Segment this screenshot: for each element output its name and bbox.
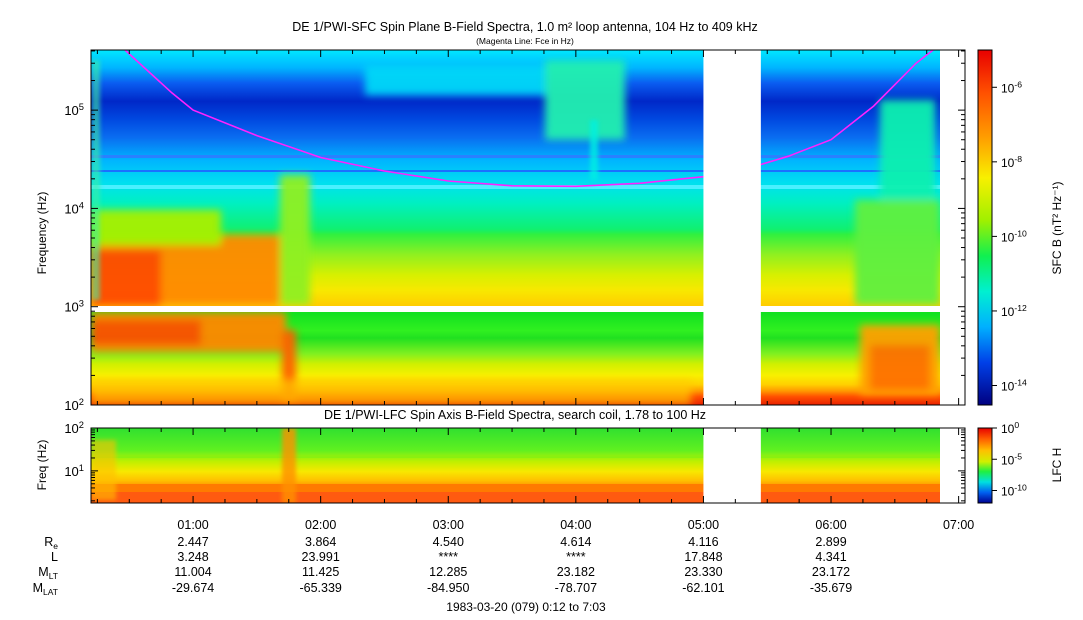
emission-patch [91,210,221,245]
emission-patch [91,380,691,405]
ephemeris-value: 4.614 [560,535,591,549]
ephemeris-value: 3.248 [177,550,208,564]
y-tick-label: 102 [64,420,84,436]
ephemeris-value: 4.540 [433,535,464,549]
lfc-frame [90,427,966,504]
y-tick-label: 104 [64,200,84,216]
x-tick-label: 06:00 [815,518,846,532]
ephemeris-value: **** [439,550,459,564]
sfc-band-line [91,155,940,158]
emission-patch [91,250,161,306]
x-tick-label: 01:00 [177,518,208,532]
colorbar-tick-label: 10-8 [1001,154,1022,170]
y-tick-label: 101 [64,463,84,479]
emission-patch [590,120,598,180]
emission-patch [855,200,940,305]
data-gap [703,50,761,405]
lfc-colorbar: 100 10-5 10-10 LFC H [977,420,1064,504]
emission-patch [870,345,930,390]
x-tick-label: 04:00 [560,518,591,532]
ephemeris-value: 23.991 [302,550,340,564]
ephemeris-value: -35.679 [810,581,852,595]
data-gap [703,428,761,503]
ephemeris-value: -84.950 [427,581,469,595]
ephemeris-value: 23.182 [557,565,595,579]
sfc-y-axis: 102 103 104 105 [64,50,965,413]
ephemeris-value: -29.674 [172,581,214,595]
ephemeris-value: 17.848 [684,550,722,564]
ephemeris-value: -65.339 [299,581,341,595]
x-tick-label: 02:00 [305,518,336,532]
date-range-footer: 1983-03-20 (079) 0:12 to 7:03 [446,600,606,614]
ephemeris-value: -78.707 [555,581,597,595]
lfc-band [91,492,940,503]
sfc-colorbar: 10-6 10-8 10-10 10-12 10-14 SFC B (nT² Hz⁻¹) [977,49,1064,406]
emission-patch [91,320,201,345]
x-tick-label: 07:00 [943,518,974,532]
emission-patch [545,60,625,140]
ephemeris-value: 23.172 [812,565,850,579]
x-tick-label: 05:00 [688,518,719,532]
lfc-title: DE 1/PWI-LFC Spin Axis B-Field Spectra, … [324,408,706,422]
emission-patch [280,175,310,305]
chart-subtitle: (Magenta Line: Fce in Hz) [476,36,574,46]
colorbar-tick-label: 100 [1001,420,1019,436]
ephemeris-value: 2.447 [177,535,208,549]
ephemeris-value: 11.425 [302,565,339,579]
ephemeris-value: 4.116 [688,535,718,549]
y-tick-label: 105 [64,102,84,118]
ephemeris-value: 2.899 [815,535,846,549]
ephemeris-value: 3.864 [305,535,336,549]
colorbar-tick-label: 10-12 [1001,303,1027,319]
colorbar-tick-label: 10-10 [1001,483,1027,499]
ephemeris-value: -62.101 [682,581,724,595]
x-tick-label: 03:00 [433,518,464,532]
sfc-band-line [91,170,940,172]
colorbar-tick-label: 10-6 [1001,79,1022,95]
ephemeris-value: 23.330 [684,565,722,579]
ephemeris-row-label: MLT [38,565,58,581]
sfc-frame [90,49,966,406]
emission-patch [880,100,935,200]
chart-title: DE 1/PWI-SFC Spin Plane B-Field Spectra,… [292,20,758,34]
ephemeris-value: 4.341 [815,550,846,564]
y-tick-label: 102 [64,397,84,413]
lfc-band [91,455,940,458]
sfc-y-axis-label: Frequency (Hz) [35,192,49,275]
sfc-panel: 102 103 104 105 Frequency (Hz) [35,49,966,413]
ephemeris-row-label: Re [44,535,58,551]
time-axis: 01:00 02:00 03:00 04:00 05:00 06:00 07:00 [96,50,974,532]
lfc-burst [91,440,116,500]
sfc-colorbar-label: SFC B (nT² Hz⁻¹) [1050,182,1064,275]
emission-patch [92,60,100,300]
ephemeris-table: Re 2.447 3.864 4.540 4.614 4.116 2.899 L 3.248 23… [33,535,853,597]
ephemeris-row-label: L [51,550,58,564]
sfc-colorbar-scale [977,49,993,406]
sfc-band-line [91,185,940,189]
colorbar-tick-label: 10-14 [1001,378,1027,394]
y-tick-label: 103 [64,299,84,315]
ephemeris-value: 11.004 [174,565,211,579]
fce-line [124,50,934,188]
band-gap [91,306,940,312]
colorbar-tick-label: 10-5 [1001,451,1022,467]
ephemeris-value: 12.285 [429,565,467,579]
lfc-y-axis-label: Freq (Hz) [35,440,49,491]
lfc-burst [282,428,296,503]
emission-patch [365,65,545,95]
lfc-colorbar-label: LFC H [1050,448,1064,483]
ephemeris-value: **** [566,550,586,564]
colorbar-tick-label: 10-10 [1001,228,1027,244]
lfc-colorbar-scale [977,427,993,504]
lfc-panel: 101 102 Freq (Hz) [35,420,966,504]
lfc-y-axis: 101 102 [64,420,965,502]
lfc-band [91,484,940,492]
ephemeris-row-label: MLAT [33,581,58,597]
